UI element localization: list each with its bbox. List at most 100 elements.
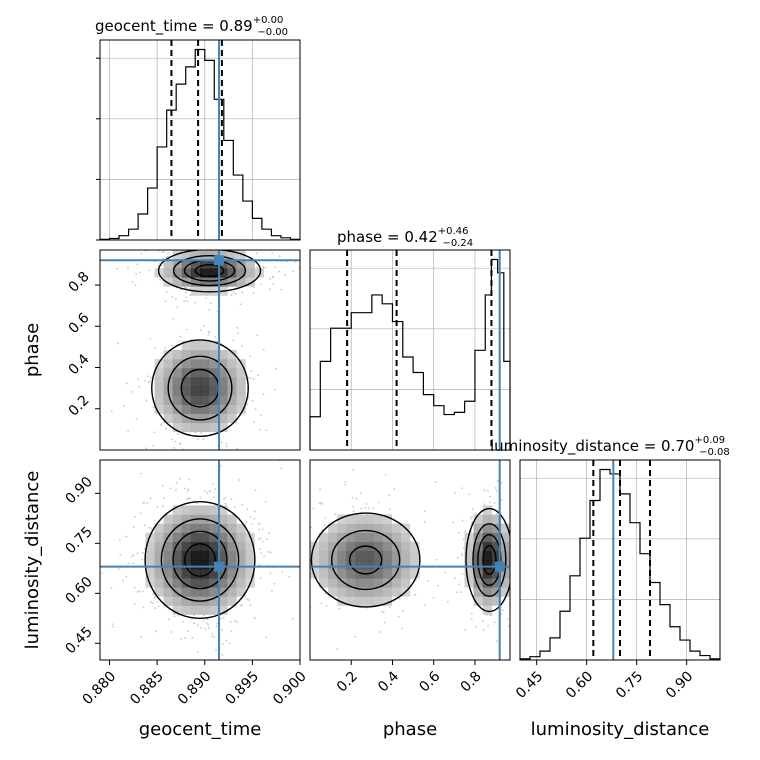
density-cell <box>181 250 192 260</box>
density-cell <box>163 587 174 597</box>
density-cell <box>190 277 201 287</box>
sample-point <box>225 639 228 642</box>
density-cell <box>172 505 183 515</box>
density-cell <box>236 386 246 396</box>
ylabel-luminosity-distance: luminosity_distance <box>22 471 43 650</box>
sample-point <box>186 498 189 501</box>
density-cell <box>482 532 493 543</box>
sample-point <box>303 568 305 570</box>
sample-point <box>379 631 381 633</box>
sample-point <box>507 625 510 627</box>
sample-point <box>424 510 426 512</box>
sample-point <box>232 339 234 342</box>
sample-point <box>319 488 321 491</box>
density-cell <box>181 359 192 369</box>
density-cell <box>218 377 228 387</box>
sample-point <box>110 586 113 589</box>
sample-point <box>215 649 217 651</box>
density-cell <box>154 560 164 570</box>
sample-point <box>518 552 520 554</box>
sample-point <box>159 278 161 281</box>
sample-point <box>234 620 236 622</box>
density-cell <box>464 560 474 570</box>
sample-point <box>280 288 283 291</box>
sample-point <box>483 489 486 492</box>
density-cell <box>218 514 228 524</box>
density-cell <box>227 350 237 360</box>
density-cell <box>500 541 510 552</box>
sample-point <box>393 488 396 491</box>
density-cell <box>382 569 393 579</box>
sample-point <box>150 601 152 603</box>
sample-point <box>261 540 264 543</box>
density-cell <box>200 250 210 260</box>
sample-point <box>164 346 167 349</box>
sample-point <box>236 326 239 329</box>
sample-point <box>291 617 294 620</box>
density-cell <box>172 596 183 606</box>
sample-point <box>144 524 146 527</box>
sample-point <box>195 502 198 505</box>
density-cell <box>172 523 183 534</box>
sample-point <box>189 452 191 454</box>
sample-point <box>338 607 341 610</box>
sample-point <box>301 560 303 562</box>
density-cell <box>400 550 411 561</box>
sample-point <box>197 438 199 441</box>
density-cell <box>346 514 356 524</box>
sample-point <box>172 246 174 248</box>
sample-point <box>161 251 164 254</box>
luminosity-distance-tick-label: 0.75 <box>613 668 646 701</box>
density-cell <box>209 286 219 296</box>
luminosity-distance-y-tick-label: 0.45 <box>62 624 95 657</box>
density-cell <box>328 532 338 543</box>
density-cell <box>163 560 174 570</box>
density-cell <box>319 578 329 588</box>
density-cell <box>163 596 174 606</box>
density-cell <box>172 587 183 597</box>
sample-point <box>146 375 149 378</box>
density-cell <box>190 413 201 424</box>
sample-point <box>444 571 447 574</box>
density-cell <box>236 250 246 260</box>
sample-point <box>219 464 222 467</box>
sample-point <box>354 635 357 638</box>
sample-point <box>164 300 167 303</box>
sample-point <box>186 328 188 331</box>
sample-point <box>127 429 130 432</box>
density-cell <box>163 404 174 414</box>
sample-point <box>239 244 241 246</box>
sample-point <box>213 451 215 453</box>
sample-point <box>150 527 153 530</box>
sample-point <box>474 512 477 515</box>
density-cell <box>337 550 347 561</box>
density-cell <box>190 523 201 534</box>
title-geocent-time-text: geocent_time = 0.89 <box>95 17 253 36</box>
sample-point <box>207 623 209 626</box>
density-cell <box>236 404 246 414</box>
sample-point <box>207 627 210 629</box>
density-cell <box>382 560 393 570</box>
sample-point <box>148 269 150 272</box>
density-cell <box>364 532 374 543</box>
sample-point <box>413 593 416 596</box>
sample-point <box>228 234 230 236</box>
sample-point <box>118 539 121 542</box>
contour-line <box>194 264 225 278</box>
sample-point <box>197 624 199 626</box>
sample-point <box>154 596 157 599</box>
sample-point <box>233 506 236 508</box>
density-cell <box>355 550 365 561</box>
histogram-luminosity-distance <box>519 459 721 661</box>
sample-point <box>312 507 315 510</box>
contour-line <box>151 339 249 438</box>
density-cell <box>355 587 365 597</box>
sample-point <box>426 579 429 582</box>
sample-point <box>168 618 170 621</box>
density-cell <box>310 550 320 561</box>
density-cell <box>209 268 219 278</box>
sample-point <box>500 612 503 615</box>
density-cell <box>190 560 201 570</box>
sample-point <box>154 607 157 610</box>
density-cell <box>200 413 210 424</box>
